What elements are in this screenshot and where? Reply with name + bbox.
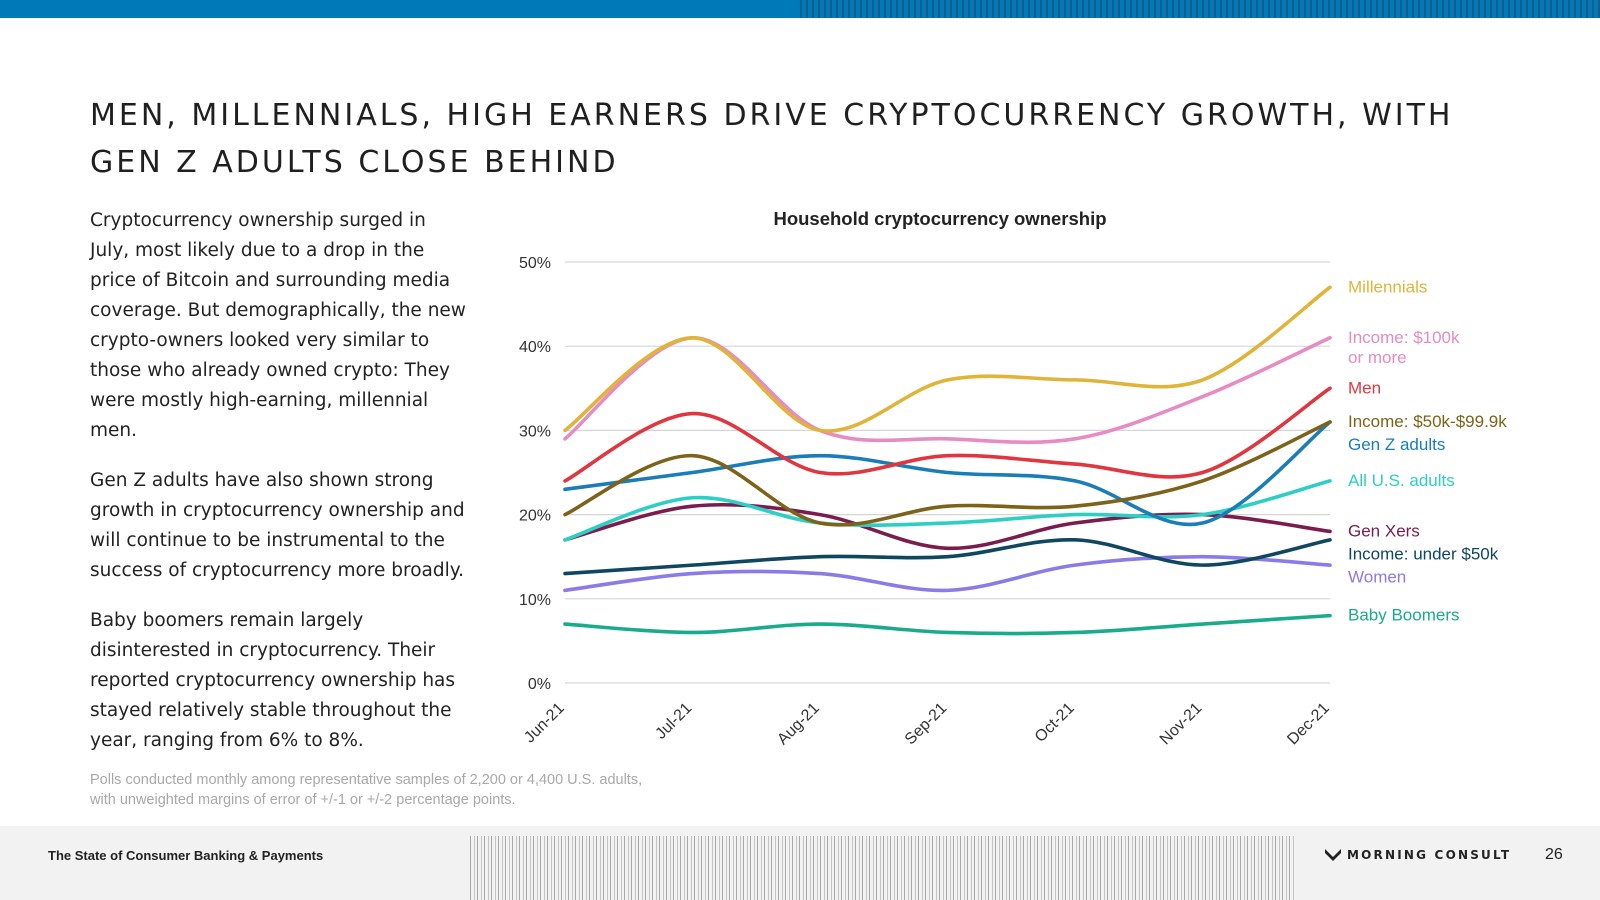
series-label: Gen Z adults [1348,435,1445,454]
page-number: 26 [1545,846,1563,863]
series-label-line: Women [1348,567,1406,586]
slide-title: MEN, MILLENNIALS, HIGH EARNERS DRIVE CRY… [90,98,1454,180]
series-label: Baby Boomers [1348,606,1460,625]
series-line [563,420,1332,527]
brand-logo: MORNING CONSULT [1325,848,1511,862]
series-line [563,538,1332,576]
footer-texture [470,836,1295,900]
brand-name: MORNING CONSULT [1347,848,1512,862]
top-accent-band [0,0,1600,18]
series-label-line: Baby Boomers [1348,606,1460,625]
series-label: Income: $50k-$99.9k [1348,412,1507,431]
series-label-line: or more [1348,348,1407,367]
series-label-line: Millennials [1348,277,1427,296]
series-label-line: Men [1348,378,1381,397]
y-tick-label: 50% [519,255,551,272]
y-tick-label: 10% [519,592,551,609]
series-label: Men [1348,378,1381,397]
series-label-line: Income: $100k [1348,328,1460,347]
series-line [563,554,1332,593]
series-label: Gen Xers [1348,521,1420,540]
footnote-line-1: Polls conducted monthly among representa… [90,772,643,788]
line-chart: 0% 10% 20% 30% 40% 50% Jun-21 Jul-21 Aug-21 Sep-2… [519,255,1507,749]
y-tick-label: 40% [519,339,551,356]
x-tick-label: Aug-21 [774,700,823,749]
footnote-line-2: with unweighted margins of error of +/-1… [90,792,516,808]
footer: The State of Consumer Banking & Payments… [0,826,1600,900]
series-label: Income: under $50k [1348,544,1499,563]
series-label-line: Gen Xers [1348,521,1420,540]
series-line [563,479,1332,542]
x-tick-label: Dec-21 [1284,700,1333,749]
series-line [563,420,1332,527]
chart-title: Household cryptocurrency ownership [773,208,1107,229]
series-label-line: All U.S. adults [1348,471,1455,490]
y-tick-label: 20% [519,508,551,525]
series-label: Millennials [1348,277,1427,296]
x-tick-label: Jul-21 [652,700,695,743]
x-tick-label: Oct-21 [1032,700,1078,746]
top-band-texture [800,0,1600,18]
series-label-line: Gen Z adults [1348,435,1445,454]
series-line [563,386,1332,483]
body-text: Cryptocurrency ownership surged in July,… [90,206,470,776]
series-label: Income: $100k or more [1348,328,1460,367]
series-label: Women [1348,567,1406,586]
x-tick-label: Nov-21 [1157,700,1206,749]
body-paragraph-1: Cryptocurrency ownership surged in July,… [90,210,466,441]
y-tick-label: 0% [528,676,551,693]
series-line [563,613,1332,636]
x-tick-label: Sep-21 [902,700,951,749]
series-label-line: Income: $50k-$99.9k [1348,412,1507,431]
y-tick-label: 30% [519,423,551,440]
series-line [563,335,1332,445]
morning-consult-logo-icon [1325,849,1341,861]
body-paragraph-3: Baby boomers remain largely disintereste… [90,610,456,751]
x-tick-label: Jun-21 [521,700,568,747]
body-paragraph-2: Gen Z adults have also shown strong grow… [90,470,465,581]
series-label-line: Income: under $50k [1348,544,1499,563]
report-title: The State of Consumer Banking & Payments [48,848,324,863]
series-label: All U.S. adults [1348,471,1455,490]
footnote: Polls conducted monthly among representa… [90,770,790,810]
series-line [563,285,1332,433]
